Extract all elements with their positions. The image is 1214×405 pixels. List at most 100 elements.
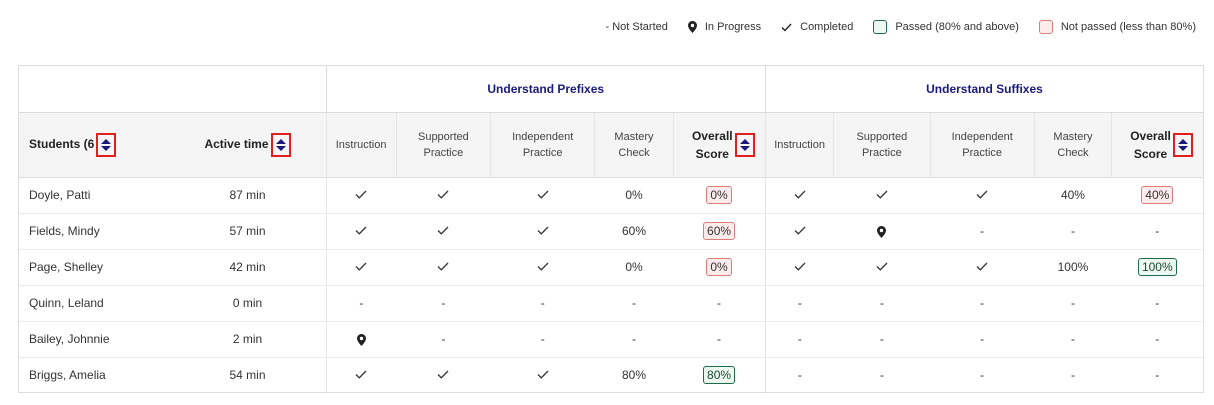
group-header-prefixes: Understand Prefixes — [325, 66, 766, 113]
checkmark-icon — [355, 188, 367, 202]
passed-swatch — [873, 20, 888, 34]
checkmark-icon — [355, 224, 367, 238]
sort-active-time-button[interactable] — [270, 132, 291, 157]
cell-value: - — [764, 357, 834, 393]
sort-suffix-overall-button[interactable] — [1173, 132, 1193, 157]
active-time-value: 42 min — [169, 249, 326, 286]
completed-status — [491, 357, 595, 393]
cell-value: - — [764, 321, 834, 358]
completed-status — [325, 177, 397, 214]
cell-value: - — [1155, 368, 1160, 383]
student-progress-table: Understand Prefixes Understand Suffixes … — [18, 65, 1204, 393]
checkmark-icon — [794, 260, 806, 274]
prefix-independent-header: Independent Practice — [490, 112, 595, 178]
completed-status — [930, 177, 1035, 214]
cell-value: - — [879, 368, 884, 383]
overall-score-cell: 0% — [673, 249, 766, 286]
status-legend: - Not Started In Progress Completed Pass… — [606, 20, 1196, 34]
student-rows: Doyle, Patti 87 min 0% 0% 40% 40% Fields, Mind… — [19, 177, 1203, 393]
completed-status — [396, 177, 491, 214]
overall-score-cell: 40% — [1111, 177, 1203, 214]
student-name[interactable]: Fields, Mindy — [19, 213, 170, 250]
cell-value: - — [594, 321, 674, 358]
header-label: Practice — [861, 146, 902, 159]
cell-value: - — [1034, 213, 1112, 250]
student-name[interactable]: Quinn, Leland — [19, 285, 170, 322]
checkmark-icon — [437, 260, 449, 274]
cell-value: - — [930, 213, 1035, 250]
completed-status — [764, 213, 834, 250]
score-badge: 0% — [706, 186, 732, 204]
cell-value: - — [490, 285, 595, 322]
legend-passed: Passed (80% and above) — [873, 20, 1019, 34]
completed-status — [490, 213, 595, 250]
cell-value: - — [594, 285, 674, 322]
active-time-value: 57 min — [169, 213, 326, 250]
cell-value: - — [1111, 285, 1203, 322]
active-time-value: 2 min — [169, 321, 326, 358]
sort-down-icon — [739, 145, 750, 151]
cell-value: - — [833, 285, 930, 322]
not-passed-swatch — [1038, 20, 1053, 34]
student-name[interactable]: Doyle, Patti — [19, 177, 170, 214]
header-label: Supported — [856, 130, 908, 143]
checkmark-icon — [437, 188, 449, 202]
table-row: Page, Shelley 42 min 0% 0% 100% 100% — [19, 249, 1203, 286]
completed-status — [325, 357, 397, 393]
cell-value: - — [930, 285, 1035, 322]
checkmark-icon — [537, 224, 549, 238]
sort-students-button[interactable] — [96, 132, 117, 157]
cell-value: - — [673, 321, 766, 358]
cell-value: - — [673, 285, 766, 322]
sort-down-icon — [101, 145, 112, 151]
checkmark-icon — [537, 368, 549, 382]
group-header-suffixes: Understand Suffixes — [764, 66, 1203, 113]
header-label: Practice — [962, 146, 1003, 159]
completed-status — [833, 249, 930, 286]
header-label: Check — [618, 146, 650, 159]
legend-completed: Completed — [781, 21, 853, 33]
active-time-header-label: Active time — [204, 136, 269, 151]
header-label: Instruction — [774, 138, 825, 151]
score-badge: 0% — [706, 258, 732, 276]
cell-value: - — [1070, 368, 1075, 383]
completed-status — [833, 177, 930, 214]
cell-value: - — [1034, 321, 1112, 358]
cell-value: - — [764, 285, 834, 322]
checkmark-icon — [976, 260, 988, 274]
sort-prefix-overall-button[interactable] — [734, 132, 755, 157]
cell-value: - — [980, 368, 985, 383]
cell-value: - — [930, 321, 1035, 358]
legend-not-started: - Not Started — [606, 21, 668, 33]
suffix-instruction-header: Instruction — [764, 112, 834, 178]
group-header-spacer — [19, 66, 326, 113]
header-label: Overall — [691, 128, 733, 143]
cell-value: - — [396, 321, 491, 358]
checkmark-icon — [794, 224, 806, 238]
student-name[interactable]: Bailey, Johnnie — [19, 321, 170, 358]
cell-value: - — [325, 285, 397, 322]
completed-status — [490, 177, 595, 214]
score-badge: 40% — [1141, 186, 1174, 204]
student-name[interactable]: Page, Shelley — [19, 249, 170, 286]
header-label: Score — [695, 146, 729, 161]
header-label: Supported — [417, 130, 469, 143]
prefix-mastery-header: Mastery Check — [594, 112, 674, 178]
completed-status — [764, 249, 834, 286]
cell-value: 100% — [1034, 249, 1112, 286]
checkmark-icon — [794, 188, 806, 202]
overall-score-cell: 0% — [673, 177, 766, 214]
cell-value: 0% — [594, 177, 674, 214]
table-row: Doyle, Patti 87 min 0% 0% 40% 40% — [19, 177, 1203, 214]
active-time-value: 87 min — [169, 177, 326, 214]
in-progress-status — [325, 321, 397, 358]
completed-status — [490, 249, 595, 286]
legend-passed-label: Passed (80% and above) — [895, 21, 1019, 33]
legend-completed-label: Completed — [800, 21, 854, 33]
score-badge: 80% — [703, 366, 736, 385]
sort-up-icon — [739, 138, 750, 144]
header-label: Independent — [512, 130, 574, 143]
checkmark-icon — [876, 188, 888, 202]
student-name[interactable]: Briggs, Amelia — [29, 368, 106, 383]
sort-up-icon — [1178, 138, 1188, 144]
